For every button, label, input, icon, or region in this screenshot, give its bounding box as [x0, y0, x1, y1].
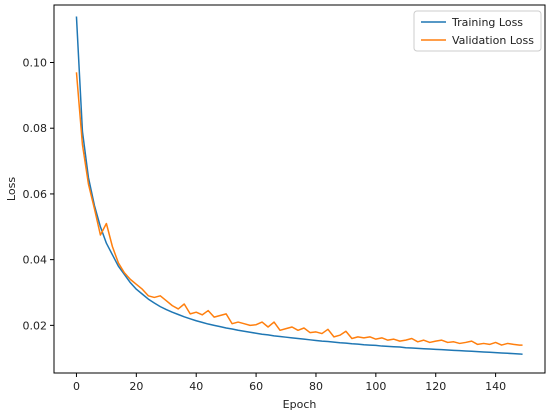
x-tick-label: 80: [309, 380, 323, 393]
legend: Training Loss Validation Loss: [413, 10, 542, 52]
x-tick-label: 40: [189, 380, 203, 393]
series-line-validation-loss: [75, 72, 523, 346]
x-tick-label: 120: [425, 380, 446, 393]
x-tick-label: 20: [129, 380, 143, 393]
y-tick-label: 0.06: [23, 188, 48, 201]
plot-frame: [53, 4, 546, 374]
y-axis-label: Loss: [5, 177, 18, 201]
x-tick-label: 140: [485, 380, 506, 393]
legend-box: [413, 10, 542, 52]
legend-label-training-loss: Training Loss: [451, 16, 523, 29]
x-axis: 0 20 40 60 80 100 120 140: [73, 373, 506, 393]
y-tick-label: 0.08: [23, 122, 48, 135]
y-axis: 0.02 0.04 0.06 0.08 0.10: [23, 57, 54, 332]
x-tick-label: 60: [249, 380, 263, 393]
series-line-training-loss: [75, 16, 523, 356]
x-axis-label: Epoch: [283, 398, 317, 411]
x-tick-label: 100: [365, 380, 386, 393]
y-tick-label: 0.04: [23, 254, 48, 267]
y-tick-label: 0.02: [23, 319, 48, 332]
series-layer: [75, 16, 523, 356]
y-tick-label: 0.10: [23, 57, 48, 70]
x-tick-label: 0: [73, 380, 80, 393]
legend-label-validation-loss: Validation Loss: [452, 34, 534, 47]
